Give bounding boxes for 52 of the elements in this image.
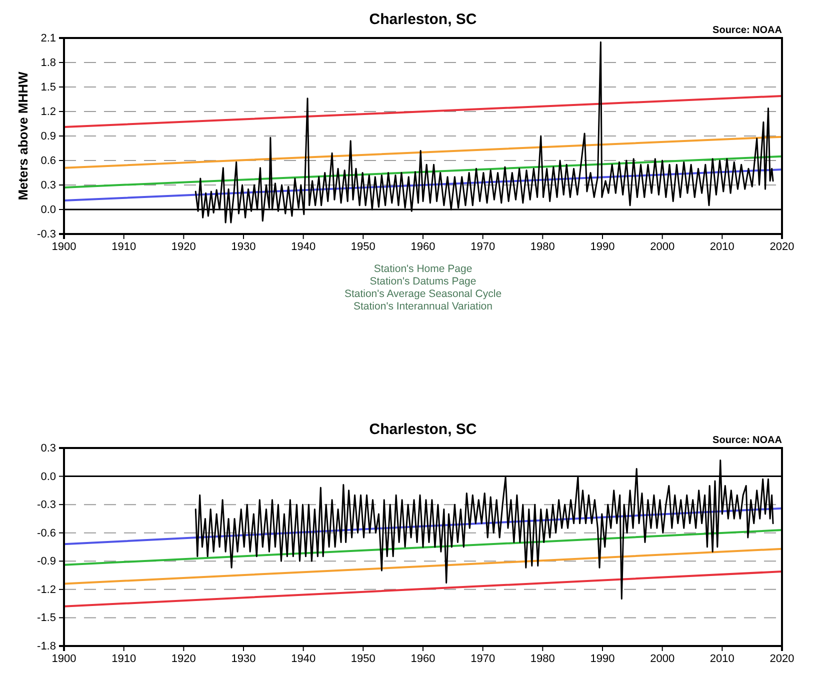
x-tick-label: 1940 bbox=[291, 240, 316, 253]
source-note: Source: NOAA bbox=[712, 25, 782, 36]
x-tick-label: 1980 bbox=[530, 652, 555, 665]
text: Station's Home Page bbox=[374, 263, 472, 275]
x-tick-label: 1940 bbox=[291, 652, 316, 665]
y-tick-label: 1.8 bbox=[40, 57, 56, 70]
x-tick-label: 1950 bbox=[350, 240, 376, 253]
x-tick-label: 1910 bbox=[112, 240, 136, 253]
y-tick-label: 0.3 bbox=[40, 442, 56, 455]
x-tick-label: 1960 bbox=[410, 240, 436, 253]
y-tick-label: -0.3 bbox=[37, 499, 56, 512]
chart-title: Charleston, SC bbox=[369, 421, 477, 438]
y-tick-label: 0.3 bbox=[40, 180, 56, 192]
chart-title: Charleston, SC bbox=[369, 11, 477, 28]
y-tick-label: 2.1 bbox=[40, 32, 56, 45]
x-tick-label: 2010 bbox=[710, 652, 734, 665]
source-note: Source: NOAA bbox=[712, 435, 782, 446]
x-tick-label: 1900 bbox=[52, 652, 76, 665]
x-tick-label: 1930 bbox=[231, 240, 256, 253]
y-tick-label: 1.2 bbox=[40, 106, 56, 118]
y-tick-label: -1.8 bbox=[37, 640, 56, 653]
text: Station's Average Seasonal Cycle bbox=[344, 288, 502, 300]
x-tick-label: 1910 bbox=[112, 652, 136, 665]
x-tick-label: 1970 bbox=[470, 652, 496, 665]
y-tick-label: 1.5 bbox=[40, 82, 56, 94]
x-tick-label: 2000 bbox=[650, 240, 675, 253]
x-tick-label: 1970 bbox=[470, 240, 496, 253]
x-tick-label: 1960 bbox=[410, 652, 436, 665]
x-tick-label: 1950 bbox=[350, 652, 376, 665]
y-tick-label: -1.2 bbox=[37, 584, 56, 596]
y-tick-label: 0.0 bbox=[40, 470, 56, 483]
x-tick-label: 2020 bbox=[770, 240, 794, 253]
y-tick-label: -0.9 bbox=[37, 556, 56, 568]
x-tick-label: 1930 bbox=[231, 652, 256, 665]
text: Station's Datums Page bbox=[370, 276, 476, 288]
y-tick-label: 0.0 bbox=[40, 204, 56, 216]
y-tick-label: -1.5 bbox=[37, 612, 56, 624]
x-tick-label: 1900 bbox=[52, 240, 76, 253]
y-tick-label: -0.6 bbox=[37, 527, 56, 540]
x-tick-label: 1980 bbox=[530, 240, 555, 253]
y-tick-label: 0.9 bbox=[40, 130, 56, 143]
y-axis-title: Meters above MHHW bbox=[15, 70, 30, 200]
x-tick-label: 2000 bbox=[650, 652, 675, 665]
y-tick-label: -0.3 bbox=[37, 228, 56, 241]
x-tick-label: 2010 bbox=[710, 240, 734, 253]
x-tick-label: 1990 bbox=[590, 240, 615, 253]
x-tick-label: 1990 bbox=[590, 652, 615, 665]
x-tick-label: 1920 bbox=[171, 652, 196, 665]
x-tick-label: 1920 bbox=[171, 240, 196, 253]
y-tick-label: 0.6 bbox=[40, 155, 56, 168]
x-tick-label: 2020 bbox=[770, 652, 794, 665]
text: Station's Interannual Variation bbox=[354, 300, 493, 312]
